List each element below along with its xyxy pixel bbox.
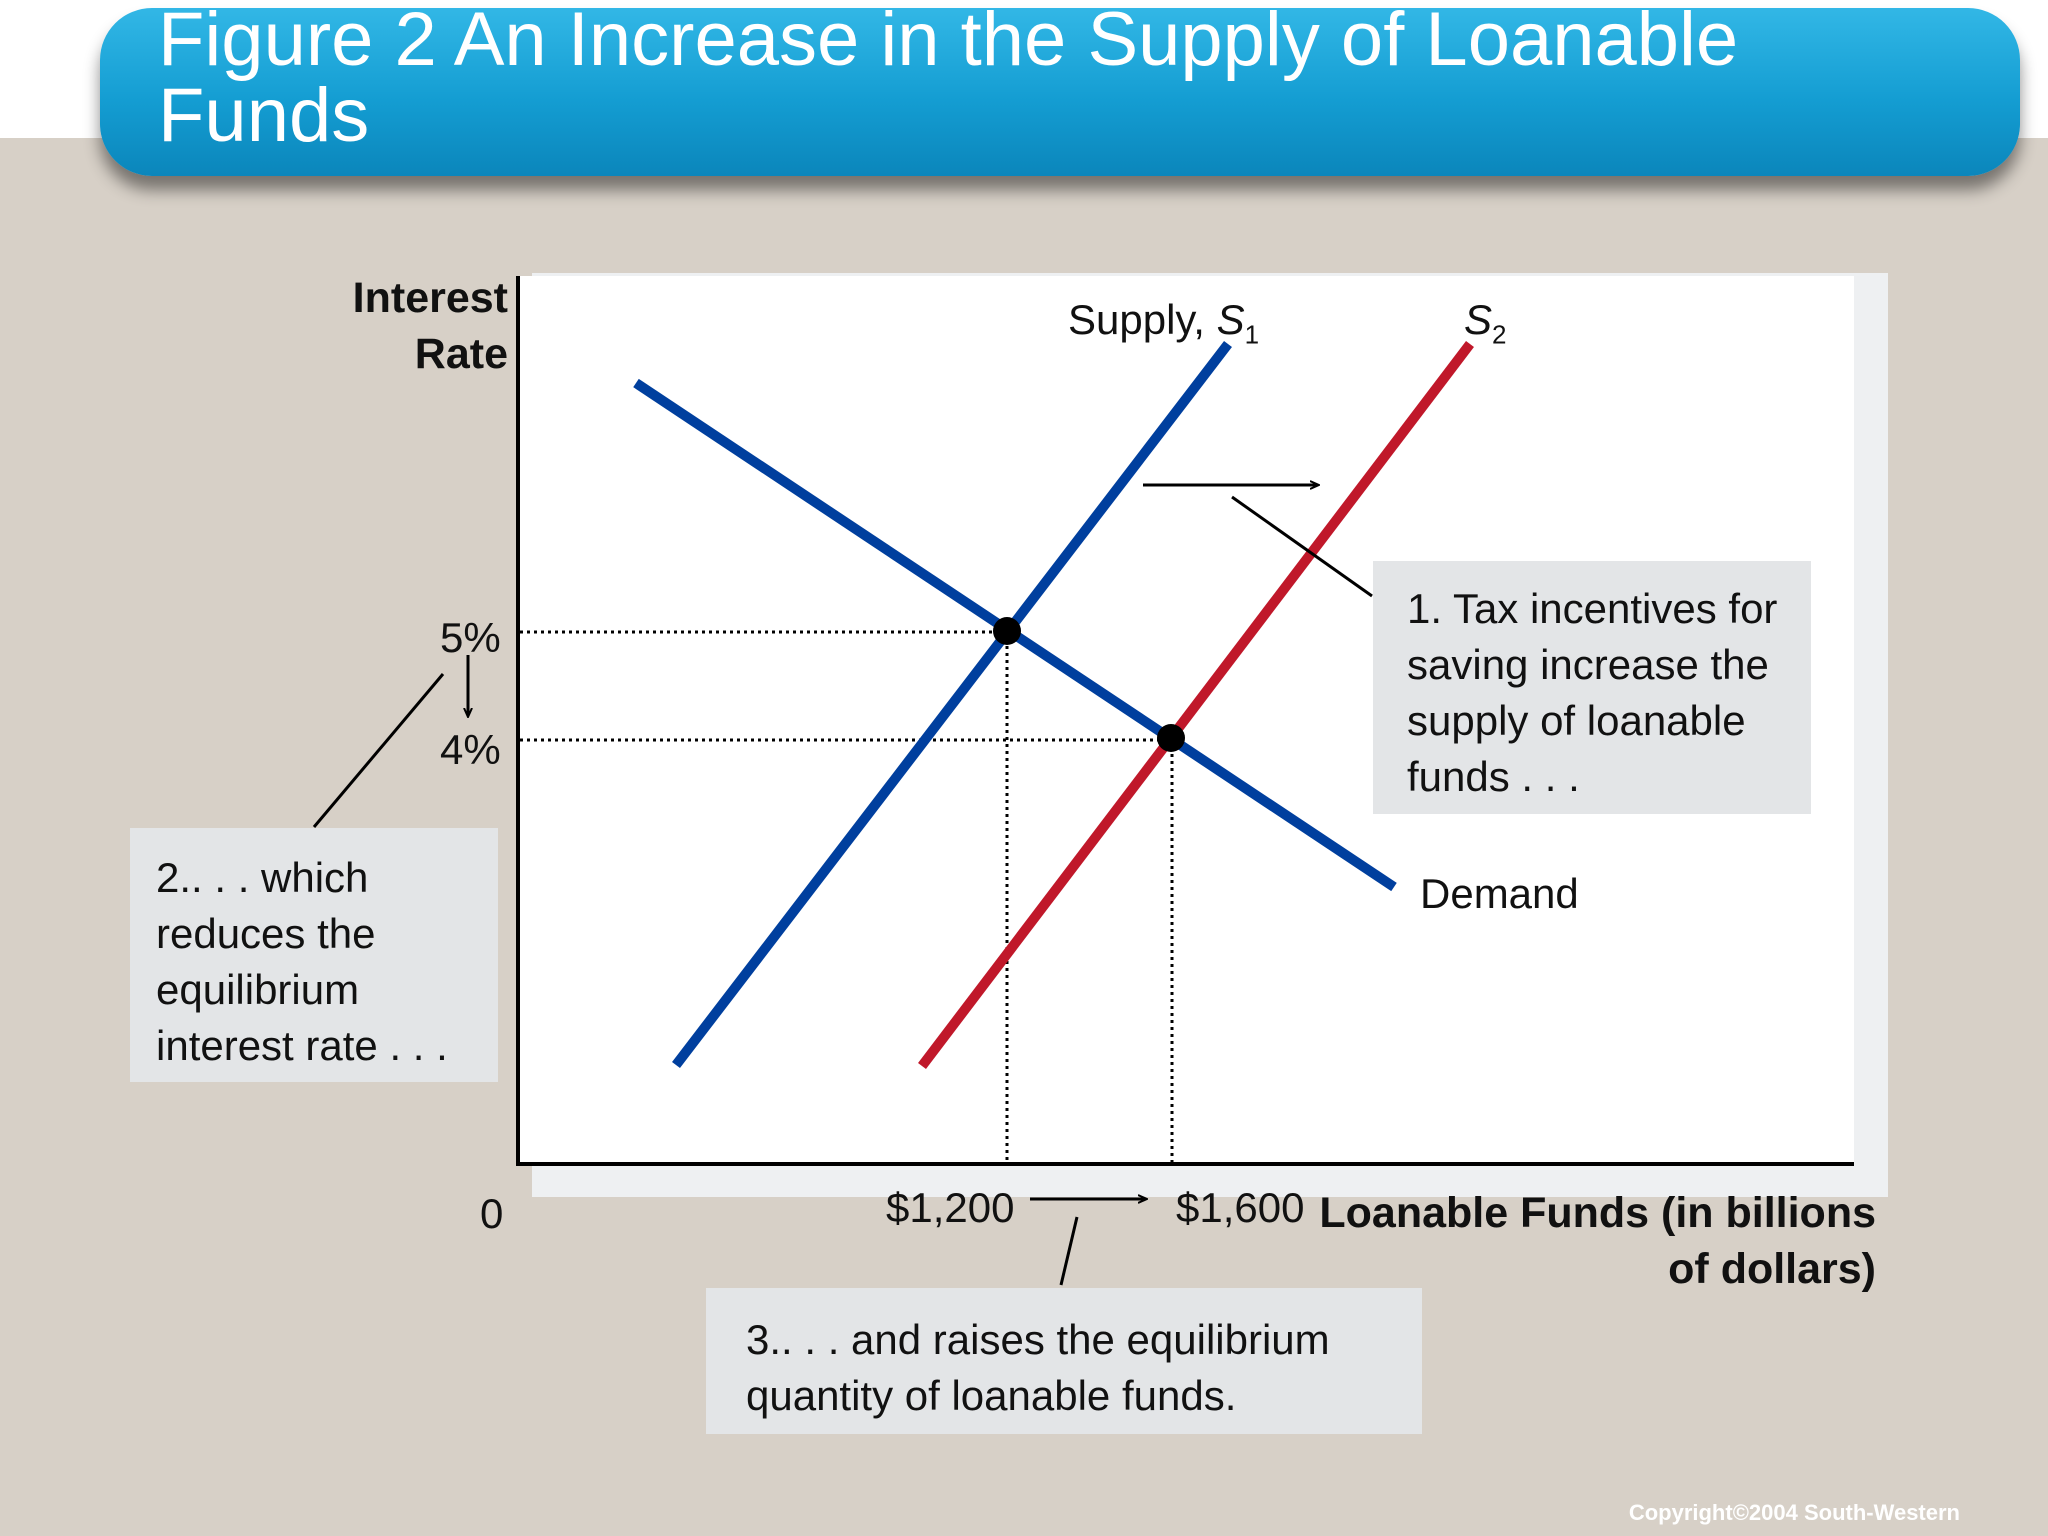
series-label-demand: Demand [1420,870,1579,917]
origin-label: 0 [480,1190,504,1237]
x-tick-label-1600: $1,600 [1176,1184,1305,1231]
annotation-note-3: 3.. . . and raises the equilibrium quant… [706,1288,1422,1434]
title-bar [100,8,2020,176]
series-label-s1: Supply, S1 [1068,296,1260,350]
series-label-s2: S2 [1464,296,1507,350]
equilibrium-point-2 [1157,724,1185,752]
annotation-note-2: 2.. . . which reduces the equilibrium in… [130,828,498,1082]
leader-line-note-3 [1059,1216,1079,1286]
supply-curve-s2 [918,340,1474,1070]
equilibrium-point-1 [993,617,1021,645]
y-tick-label-4pct: 4% [440,726,501,773]
x-axis-title: Loanable Funds (in billions of dollars) [1319,1189,1876,1293]
y-tick-label-5pct: 5% [440,614,501,661]
page-title: Figure 2 An Increase in the Supply of Lo… [158,0,1739,158]
x-tick-label-1200: $1,200 [886,1184,1015,1231]
supply-curve-s1 [672,340,1232,1069]
y-axis-title: Interest Rate [352,274,508,378]
leader-line-note-1 [1231,495,1373,598]
leader-line-note-2 [312,673,445,828]
copyright-notice: Copyright©2004 South-Western [1628,1500,1960,1525]
annotation-note-1: 1. Tax incentives for saving increase th… [1373,561,1811,814]
